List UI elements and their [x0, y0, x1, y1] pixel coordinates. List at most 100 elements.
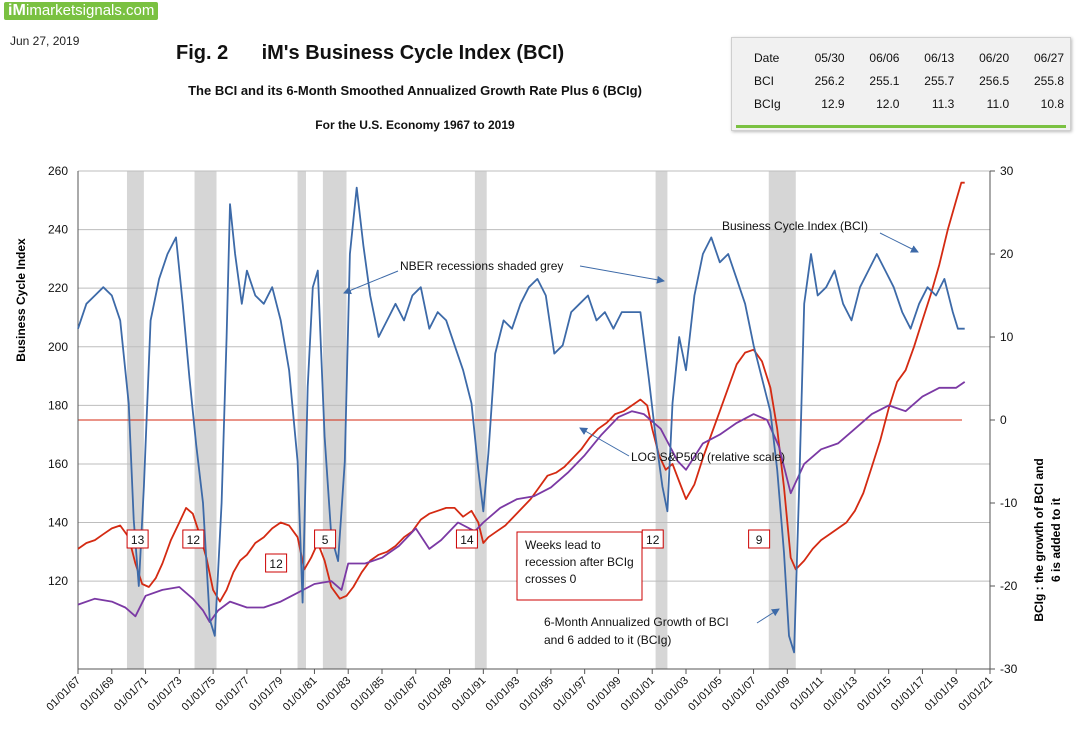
- growth-arrow: [756, 608, 780, 624]
- y2-axis-label-2: 6 is added to it: [1049, 498, 1063, 582]
- table-header-row: Date 05/30 06/06 06/13 06/20 06/27: [734, 46, 1070, 69]
- y2-tick-label: -30: [1000, 662, 1018, 676]
- table-cell: 12.9: [821, 96, 845, 111]
- lead-week-box: [182, 529, 205, 549]
- x-tick-label: 01/01/19: [923, 675, 962, 714]
- y-tick-label: 200: [48, 340, 68, 354]
- y-tick-label: 260: [48, 164, 68, 178]
- table-cell: 11.3: [931, 96, 955, 111]
- lead-week-label: 14: [460, 533, 474, 547]
- y-tick-label: 180: [48, 398, 68, 412]
- nber-arrow-right: [579, 265, 665, 284]
- lead-week-labels: 13 12 12 5 14 12 9: [126, 529, 771, 573]
- bci-arrow: [879, 232, 919, 253]
- logo-mark: iM: [8, 2, 26, 19]
- x-tick-label: 01/01/11: [788, 675, 826, 713]
- y2-tick-label: -10: [1000, 496, 1018, 510]
- nber-annotation: NBER recessions shaded grey: [400, 259, 563, 273]
- y2-axis-label-1: BCIg : the growth of BCI and: [1032, 458, 1046, 621]
- x-tick-label: 01/01/75: [179, 675, 218, 714]
- axes: 120 140 160 180 200 220 240 260 30 20 10 0 -10 -20 -30…: [44, 164, 1017, 713]
- x-tick-label: 01/01/85: [348, 675, 387, 714]
- lead-week-label: 9: [756, 533, 763, 547]
- x-tick-label: 01/01/73: [146, 675, 185, 714]
- lead-week-box: [126, 529, 149, 549]
- table-cell: 10.8: [1040, 96, 1064, 111]
- x-tick-label: 01/01/77: [213, 675, 252, 714]
- weeks-lead-text-1: Weeks lead to: [525, 538, 601, 552]
- report-date: Jun 27, 2019: [10, 34, 80, 48]
- lead-week-label: 12: [646, 533, 660, 547]
- x-tick-label: 01/01/05: [686, 675, 725, 714]
- table-cell: BCIg: [754, 96, 781, 111]
- table-cell: 06/06: [869, 50, 900, 65]
- x-tick-label: 01/01/67: [44, 675, 83, 714]
- table-row: BCIg 12.9 12.0 11.3 11.0 10.8: [734, 92, 1070, 115]
- x-tick-label: 01/01/95: [517, 675, 556, 714]
- series-line: [77, 181, 965, 603]
- table-cell: BCI: [754, 73, 775, 88]
- x-tick-label: 01/01/93: [483, 675, 522, 714]
- nber-arrow-left: [343, 270, 399, 295]
- table-cell: 256.2: [814, 73, 845, 88]
- x-tick-label: 01/01/81: [281, 675, 320, 714]
- x-tick-label: 01/01/91: [450, 675, 489, 714]
- values-table-box: Date 05/30 06/06 06/13 06/20 06/27 BCI 2…: [731, 37, 1071, 131]
- chart-title: Fig. 2 iM's Business Cycle Index (BCI): [176, 42, 565, 64]
- y-tick-label: 140: [48, 516, 68, 530]
- lead-week-label: 13: [131, 533, 145, 547]
- table-cell: 255.1: [869, 73, 900, 88]
- y2-tick-label: 10: [1000, 330, 1014, 344]
- site-logo: iM imarketsignals.com: [4, 2, 158, 20]
- weeks-lead-text-2: recession after BCIg: [525, 555, 634, 569]
- x-tick-label: 01/01/03: [652, 675, 691, 714]
- lead-week-label: 5: [322, 533, 329, 547]
- table-cell: 06/27: [1033, 50, 1064, 65]
- x-tick-label: 01/01/07: [720, 675, 759, 714]
- table-cell: 11.0: [986, 96, 1010, 111]
- x-tick-label: 01/01/83: [315, 675, 354, 714]
- y2-tick-label: 30: [1000, 164, 1014, 178]
- y-tick-label: 240: [48, 223, 68, 237]
- bci-annotation: Business Cycle Index (BCI): [722, 219, 868, 233]
- chart-subtitle: The BCI and its 6-Month Smoothed Annuali…: [188, 83, 642, 98]
- x-tick-label: 01/01/15: [855, 675, 894, 714]
- table-accent-line: [736, 125, 1066, 128]
- chart-subtitle-2: For the U.S. Economy 1967 to 2019: [315, 118, 515, 132]
- x-tick-label: 01/01/79: [247, 675, 286, 714]
- x-tick-label: 01/01/89: [416, 675, 455, 714]
- lead-week-box: [265, 553, 288, 573]
- table-cell: 256.5: [979, 73, 1010, 88]
- table-cell: 06/13: [924, 50, 955, 65]
- y2-tick-label: -20: [1000, 579, 1018, 593]
- y2-tick-label: 0: [1000, 413, 1007, 427]
- x-tick-label: 01/01/01: [619, 675, 658, 714]
- x-tick-label: 01/01/21: [956, 675, 995, 714]
- growth-annotation-2: and 6 added to it (BCIg): [544, 633, 671, 647]
- lead-week-label: 12: [269, 557, 283, 571]
- series-lines: [77, 181, 966, 654]
- table-cell: 255.7: [924, 73, 955, 88]
- lead-week-label: 12: [187, 533, 201, 547]
- y2-tick-label: 20: [1000, 247, 1014, 261]
- growth-annotation-1: 6-Month Annualized Growth of BCI: [544, 615, 729, 629]
- lead-week-box: [314, 529, 337, 549]
- y-axis-label: Business Cycle Index: [14, 238, 28, 362]
- x-tick-label: 01/01/99: [585, 675, 624, 714]
- series-line: [77, 186, 965, 654]
- x-tick-label: 01/01/13: [821, 675, 860, 714]
- weeks-lead-text-3: crosses 0: [525, 572, 577, 586]
- x-tick-label: 01/01/71: [112, 675, 151, 714]
- logo-text: imarketsignals.com: [26, 2, 155, 19]
- x-tick-label: 01/01/69: [78, 675, 117, 714]
- table-cell: Date: [754, 50, 780, 65]
- y-tick-label: 160: [48, 457, 68, 471]
- x-tick-label: 01/01/97: [551, 675, 590, 714]
- weeks-lead-box: [516, 531, 643, 601]
- y-tick-label: 120: [48, 574, 68, 588]
- x-tick-label: 01/01/17: [889, 675, 928, 714]
- y-tick-label: 220: [48, 281, 68, 295]
- values-table: Date 05/30 06/06 06/13 06/20 06/27 BCI 2…: [734, 46, 1070, 115]
- table-cell: 255.8: [1033, 73, 1064, 88]
